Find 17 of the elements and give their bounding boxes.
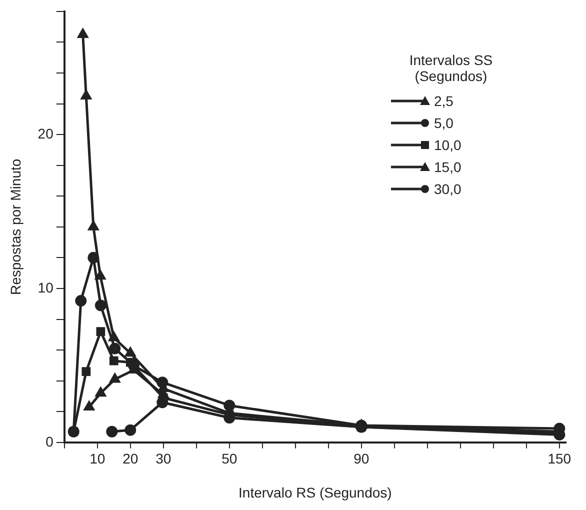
x-tick-label: 90 [354, 450, 370, 467]
x-tick-label: 150 [548, 450, 572, 467]
x-tick-label: 50 [222, 450, 238, 467]
y-tick-label: 10 [38, 279, 54, 296]
x-tick-label: 20 [122, 450, 138, 467]
legend-label: 2,5 [434, 93, 454, 109]
y-axis-title: Respostas por Minuto [7, 158, 24, 295]
x-axis-title: Intervalo RS (Segundos) [238, 484, 392, 500]
legend-label: 15,0 [434, 159, 462, 175]
legend-title: Intervalos SS (Segundos) [408, 52, 494, 84]
y-tick-label: 0 [46, 433, 54, 450]
legend-label: 5,0 [434, 115, 454, 131]
x-tick-label: 30 [156, 450, 172, 467]
y-tick-label: 20 [38, 125, 54, 142]
legend-label: 10,0 [434, 137, 462, 153]
legend-label: 30,0 [434, 181, 462, 197]
x-tick-label: 10 [90, 450, 106, 467]
